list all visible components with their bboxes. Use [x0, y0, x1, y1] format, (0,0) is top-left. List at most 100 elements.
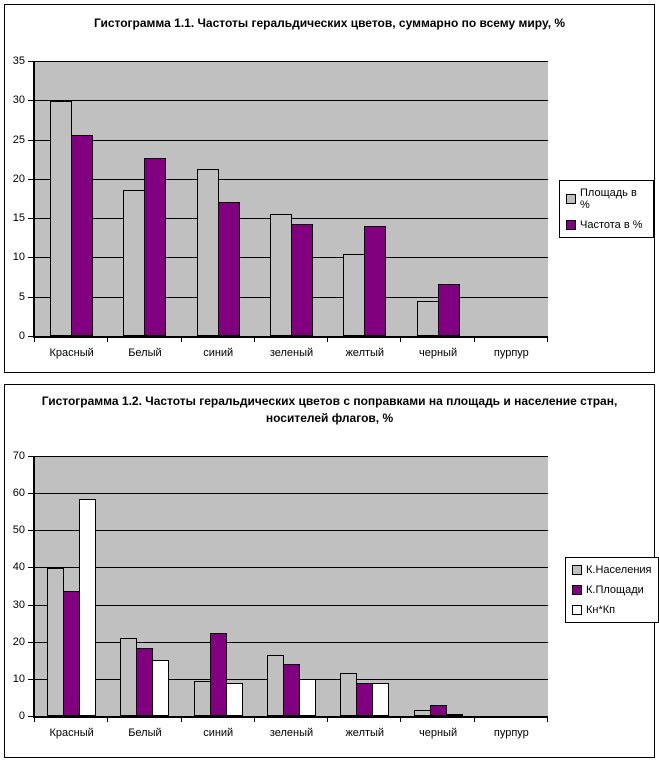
y-axis-tick: [28, 605, 33, 606]
x-axis-category-label: Красный: [49, 347, 94, 359]
y-axis-tick: [28, 100, 33, 101]
x-axis-tick: [181, 718, 182, 722]
bar: [364, 226, 386, 336]
bar: [283, 664, 300, 716]
y-axis-tick-label: 30: [12, 94, 25, 106]
bar: [136, 648, 153, 716]
y-axis-tick-label: 15: [12, 212, 25, 224]
x-axis-category-label: Белый: [128, 347, 162, 359]
plot-area: [33, 456, 548, 718]
bar: [430, 705, 447, 716]
y-axis-tick: [28, 679, 33, 680]
bar: [152, 660, 169, 716]
x-axis-tick: [34, 338, 35, 342]
x-axis-category-label: зеленый: [269, 727, 314, 739]
bar: [417, 301, 439, 336]
x-axis-tick: [181, 338, 182, 342]
bar: [120, 638, 137, 716]
y-axis-tick: [28, 218, 33, 219]
x-axis-category-label: зеленый: [269, 347, 314, 359]
x-axis-category-label: Красный: [49, 727, 94, 739]
x-axis-tick: [400, 338, 401, 342]
x-axis-tick: [474, 338, 475, 342]
bar: [267, 655, 284, 716]
x-axis-tick: [547, 718, 548, 722]
legend-item: Частота в %: [566, 219, 647, 231]
legend: К.Населения К.Площади Кн*Кп: [565, 557, 659, 623]
gridline: [35, 61, 548, 62]
bar: [343, 254, 365, 336]
y-axis-tick-label: 0: [18, 330, 25, 342]
y-axis-tick-label: 70: [12, 450, 25, 462]
y-axis-tick-label: 30: [12, 599, 25, 611]
chart-title: Гистограмма 1.1. Частоты геральдических …: [93, 16, 566, 30]
y-axis-tick-label: 25: [12, 134, 25, 146]
x-axis-tick: [474, 718, 475, 722]
y-axis-tick-label: 10: [12, 673, 25, 685]
x-axis-tick: [254, 718, 255, 722]
gridline: [35, 493, 548, 494]
x-axis-tick: [327, 338, 328, 342]
bar: [291, 224, 313, 336]
bar: [123, 190, 145, 336]
x-axis-category-label: черный: [419, 727, 458, 739]
y-axis-tick: [28, 61, 33, 62]
x-axis-labels: Красный Белый синий зеленый желтый черный пурп…: [35, 347, 548, 359]
x-axis-category-label: желтый: [345, 727, 385, 739]
bar: [63, 591, 80, 716]
bar: [414, 710, 431, 716]
bar: [79, 499, 96, 716]
gridline: [35, 179, 548, 180]
legend-swatch: [572, 605, 582, 615]
x-axis-category-label: желтый: [345, 347, 385, 359]
y-axis-tick: [28, 567, 33, 568]
legend-item: К.Населения: [572, 564, 652, 576]
y-axis-tick: [28, 642, 33, 643]
bar: [194, 681, 211, 716]
x-axis-category-label: синий: [203, 727, 234, 739]
bar: [50, 101, 72, 336]
histogram-1-1-panel: Гистограмма 1.1. Частоты геральдических …: [4, 4, 655, 373]
y-axis-tick-label: 50: [12, 524, 25, 536]
y-axis-tick-label: 0: [18, 710, 25, 722]
y-axis-tick: [28, 493, 33, 494]
gridline: [35, 100, 548, 101]
x-axis-tick: [400, 718, 401, 722]
bar: [340, 673, 357, 716]
legend-item-label: Кн*Кп: [586, 604, 616, 616]
legend-item-label: Площадь в %: [580, 187, 637, 211]
y-axis-tick: [28, 336, 33, 337]
plot-area: [33, 61, 548, 338]
x-axis-category-label: Белый: [128, 727, 162, 739]
legend-item-label: К.Площади: [586, 584, 644, 596]
bar: [356, 683, 373, 716]
bar: [144, 158, 166, 336]
legend-swatch: [566, 220, 576, 230]
legend-item-label: Частота в %: [580, 219, 643, 231]
x-axis-category-label: синий: [203, 347, 234, 359]
legend-item: К.Площади: [572, 584, 652, 596]
y-axis-tick: [28, 257, 33, 258]
bar: [446, 714, 463, 716]
bar: [197, 169, 219, 336]
y-axis-tick-label: 60: [12, 487, 25, 499]
legend-item: Кн*Кп: [572, 604, 652, 616]
x-axis-tick: [107, 718, 108, 722]
histogram-1-2-panel: Гистограмма 1.2. Частоты геральдических …: [4, 384, 659, 758]
gridline: [35, 456, 548, 457]
y-axis-tick-label: 5: [18, 291, 25, 303]
bar: [270, 214, 292, 336]
x-axis-category-label: пурпур: [493, 727, 529, 739]
x-axis-tick: [547, 338, 548, 342]
y-axis-tick: [28, 179, 33, 180]
y-axis-tick: [28, 297, 33, 298]
y-axis-tick-label: 10: [12, 251, 25, 263]
gridline: [35, 567, 548, 568]
y-axis-tick: [28, 140, 33, 141]
x-axis-tick: [327, 718, 328, 722]
bar: [218, 202, 240, 336]
bar: [372, 683, 389, 716]
gridline: [35, 140, 548, 141]
chart-title: Гистограмма 1.2. Частоты геральдических …: [41, 394, 618, 425]
legend-item: Площадь в %: [566, 187, 647, 211]
